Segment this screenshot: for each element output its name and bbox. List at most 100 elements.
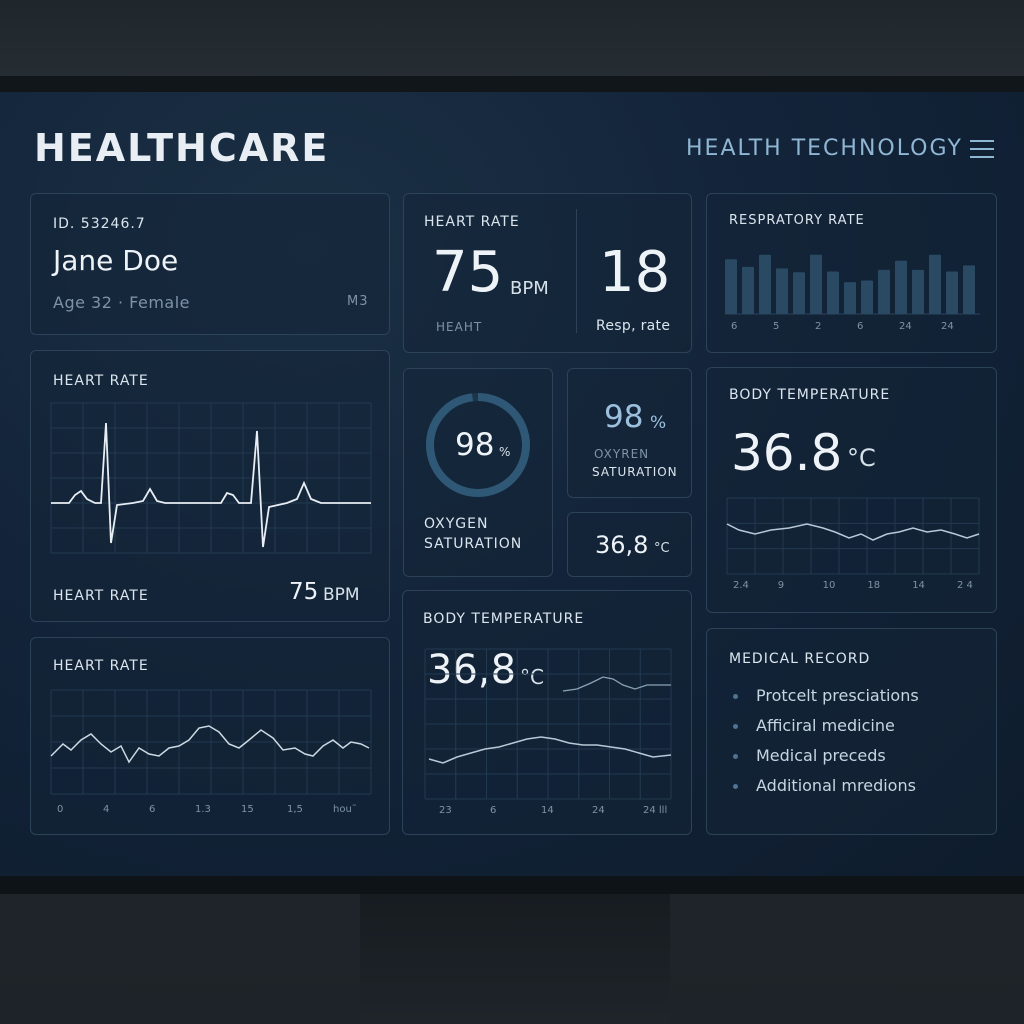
axis-tick-label: 6 [490,805,497,816]
body-temperature-center-card[interactable]: BODY TEMPERATURE 36,8 °C 23 6 14 24 24 lll [402,590,692,835]
ecg-grid [50,402,372,554]
oxygen-small-card[interactable]: 98 % OXYREN SATURATION [567,368,692,498]
respiratory-bar [810,254,822,314]
medical-record-item-4[interactable]: Additional mredions [756,776,916,795]
ecg-footer-value: 75 [289,579,319,605]
monitor-top-bezel [0,76,1024,92]
vitals-divider [576,209,577,333]
patient-age-gender: Age 32 · Female [53,293,190,312]
heart-rate-value: 75 [432,240,504,305]
axis-tick-label: 9 [777,580,785,591]
axis-tick-label: 24 [941,321,954,332]
oxygen-small-label-line2: SATURATION [592,465,678,479]
body-temperature-ticks: 2.4 9 10 18 14 2 4 [707,580,998,594]
axis-tick-label: 2 4 [957,580,973,591]
header-subtitle[interactable]: HEALTH TECHNOLOGY [686,136,963,161]
body-temperature-unit: °C [847,444,876,472]
axis-tick-label: 23 [439,805,452,816]
hamburger-menu-icon[interactable] [970,140,994,158]
axis-tick-label: 10 [822,580,836,591]
respiratory-bar [844,282,856,314]
oxygen-ring-label-line2: SATURATION [424,536,523,552]
body-temperature-value: 36.8 [731,424,843,482]
body-temperature-trend-line [726,523,980,541]
heart-rate-trend-line [50,725,370,764]
axis-tick-label: 6 [149,804,156,815]
axis-tick-label: 1.3 [195,804,211,815]
resp-rate-value: 18 [599,240,671,305]
respiratory-rate-label: RESPRATORY RATE [729,213,865,228]
medical-record-item-2[interactable]: Afficiral medicine [756,716,895,735]
respiratory-bar [759,254,771,314]
body-temperature-center-ticks: 23 6 14 24 24 lll [403,805,693,819]
medical-record-item-3[interactable]: Medical preceds [756,746,886,765]
oxygen-small-unit: % [650,413,667,433]
axis-tick-label: 14 [541,805,554,816]
heart-rate-caption: HEAHT [436,320,483,334]
body-temperature-center-trend-line [428,736,672,764]
respiratory-bar [776,268,788,314]
body-temperature-center-value: 36,8 [427,647,517,693]
axis-tick-label: 1,5 [287,804,303,815]
axis-tick-label: 24 [592,805,605,816]
oxygen-small-label-line1: OXYREN [594,447,650,461]
respiratory-bar [912,269,924,314]
axis-tick-label: 14 [912,580,925,591]
heart-rate-trend-grid [50,689,372,795]
patient-id: ID. 53246.7 [53,216,146,232]
axis-tick-label: 4 [103,804,110,815]
respiratory-bar [878,269,890,314]
monitor-bottom-bezel [0,876,1024,894]
axis-tick-label: 6 [731,321,738,332]
resp-rate-caption: Resp, rate [596,318,671,334]
patient-name: Jane Doe [53,244,179,277]
axis-tick-label: 24 lll [643,805,668,816]
axis-tick-label: 24 [899,321,912,332]
patient-code: M3 [347,294,369,309]
ecg-waveform [51,422,371,548]
medical-record-bullet [733,694,738,699]
ecg-card[interactable]: HEART RATE HEART RATE 75 BPM [30,350,390,622]
body-temperature-center-label: BODY TEMPERATURE [423,611,585,627]
temperature-small-card[interactable]: 36,8 °C [567,512,692,577]
vitals-heart-rate-label: HEART RATE [424,214,520,230]
oxygen-ring-unit: % [499,445,511,459]
respiratory-bar [793,272,805,314]
heart-rate-trend-label: HEART RATE [53,658,149,674]
axis-tick-label: 5 [773,321,780,332]
respiratory-bar [861,280,873,314]
body-temperature-label: BODY TEMPERATURE [729,387,891,403]
medical-record-item-1[interactable]: Protcelt presciations [756,686,919,705]
oxygen-ring-value: 98 [455,427,495,463]
respiratory-bar-chart [725,254,980,315]
body-temperature-card[interactable]: BODY TEMPERATURE 36.8 °C 2.4 9 10 18 14 2 4 [706,367,997,613]
respiratory-bar [946,271,958,314]
oxygen-ring-fill [426,393,530,497]
patient-card[interactable]: ID. 53246.7 Jane Doe Age 32 · Female M3 [30,193,390,335]
heart-rate-trend-card[interactable]: HEART RATE 0 4 6 1.3 15 1,5 hou˜ [30,637,390,835]
respiratory-bar [725,259,737,314]
respiratory-rate-card[interactable]: RESPRATORY RATE 6 5 2 6 24 24 [706,193,997,353]
oxygen-small-value: 98 [604,399,644,435]
respiratory-ticks: 6 5 2 6 24 24 [707,321,998,335]
oxygen-ring-card[interactable]: 98 % OXYGEN SATURATION [403,368,553,577]
heart-rate-unit: BPM [510,278,549,299]
axis-tick-label: 18 [867,580,881,591]
respiratory-bar [742,266,754,314]
vitals-card[interactable]: HEART RATE 75 BPM HEAHT 18 Resp, rate [403,193,692,353]
medical-record-card[interactable]: MEDICAL RECORD Protcelt presciations Aff… [706,628,997,835]
axis-tick-label: 2 [815,321,822,332]
respiratory-bar [827,271,839,314]
temperature-small-unit: °C [654,541,670,556]
axis-tick-label: 2.4 [733,580,749,591]
body-temperature-grid [726,497,980,575]
page-title: HEALTHCARE [34,126,330,170]
ecg-footer-label: HEART RATE [53,588,149,604]
temperature-small-value: 36,8 [595,531,649,559]
ecg-footer-unit: BPM [323,585,360,605]
axis-tick-label: hou˜ [333,804,357,815]
medical-record-bullet [733,724,738,729]
oxygen-ring-label-line1: OXYGEN [424,516,489,532]
respiratory-bar [895,260,907,314]
medical-record-bullet [733,754,738,759]
